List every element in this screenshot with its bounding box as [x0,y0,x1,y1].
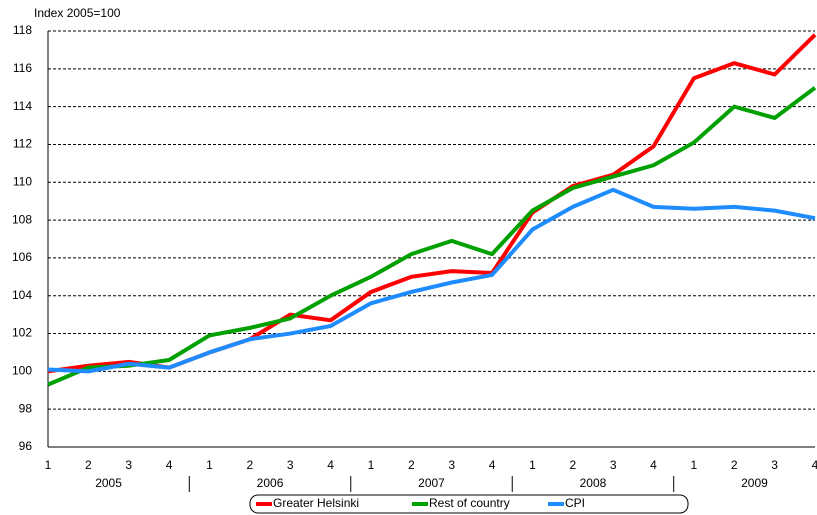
x-tick-label: 1 [45,458,52,472]
x-tick-label: 2 [85,458,92,472]
x-tick-label: 1 [691,458,698,472]
y-tick-label: 118 [13,23,32,37]
year-label: 2005 [95,476,122,490]
x-tick-label: 3 [448,458,455,472]
y-tick-label: 116 [13,61,32,75]
x-tick-label: 4 [812,458,817,472]
x-tick-label: 2 [731,458,738,472]
y-tick-label: 112 [13,137,32,151]
y-tick-label: 106 [12,250,32,264]
x-tick-label: 4 [650,458,657,472]
year-label: 2009 [741,476,768,490]
y-tick-label: 102 [12,326,32,340]
y-tick-label: 100 [12,364,32,378]
legend-label: Greater Helsinki [273,496,359,510]
y-tick-label: 108 [12,212,32,226]
y-axis-label: Index 2005=100 [34,6,121,20]
y-tick-label: 110 [13,174,32,188]
legend-box [249,494,689,514]
year-label: 2006 [257,476,284,490]
x-tick-label: 4 [327,458,334,472]
legend-label: CPI [565,496,585,510]
x-tick-label: 3 [771,458,778,472]
x-tick-label: 4 [489,458,496,472]
x-tick-label: 2 [569,458,576,472]
series-line [47,86,817,387]
year-label: 2007 [418,476,445,490]
x-tick-label: 1 [368,458,375,472]
y-tick-label: 114 [13,99,32,113]
series-line [47,33,817,374]
y-tick-label: 104 [12,288,32,302]
y-tick-label: 96 [19,439,33,453]
x-tick-label: 2 [246,458,253,472]
x-tick-label: 1 [206,458,213,472]
x-tick-label: 1 [529,458,536,472]
x-tick-label: 2 [408,458,415,472]
x-tick-label: 3 [125,458,132,472]
x-tick-label: 3 [610,458,617,472]
legend-label: Rest of country [429,496,510,510]
year-label: 2008 [580,476,607,490]
x-tick-label: 3 [287,458,294,472]
y-tick-label: 98 [19,401,33,415]
x-tick-label: 4 [166,458,173,472]
series-line [47,187,816,374]
